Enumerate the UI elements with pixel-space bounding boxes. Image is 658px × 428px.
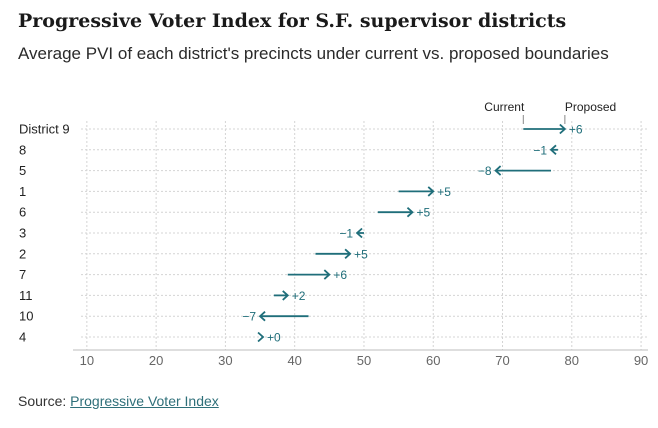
change-label: +5 xyxy=(354,247,368,261)
arrow-head xyxy=(282,290,290,301)
arrow-head xyxy=(406,207,414,218)
arrow-head xyxy=(355,227,363,239)
row-label: 2 xyxy=(19,246,26,261)
legend-proposed-label: Proposed xyxy=(565,100,616,114)
legend-current-label: Current xyxy=(484,100,525,114)
arrow-head xyxy=(323,269,331,280)
source-link[interactable]: Progressive Voter Index xyxy=(70,393,219,409)
x-tick-label: 10 xyxy=(80,353,94,368)
arrow-chart: 10 20 30 40 50 60 70 80 90 Current Proposed Distric… xyxy=(19,100,648,368)
row-label: 10 xyxy=(19,309,33,324)
chart-subtitle: Average PVI of each district's precincts… xyxy=(18,44,609,63)
row-label: 8 xyxy=(19,142,26,157)
chart-title: Progressive Voter Index for S.F. supervi… xyxy=(18,10,567,32)
row-label: 3 xyxy=(19,226,26,241)
change-label: −8 xyxy=(478,164,492,178)
x-tick-label: 90 xyxy=(634,353,648,368)
row-label: 1 xyxy=(19,184,26,199)
change-label: +0 xyxy=(267,331,281,345)
source-note: Source: Progressive Voter Index xyxy=(18,393,219,409)
x-tick-label: 40 xyxy=(287,353,301,368)
change-label: +5 xyxy=(437,185,451,199)
change-label: −1 xyxy=(533,143,547,157)
arrow-head xyxy=(494,165,502,176)
arrow-head xyxy=(549,144,557,155)
row-label: 11 xyxy=(19,288,33,303)
arrow-head xyxy=(427,186,435,197)
row-label: 7 xyxy=(19,267,26,282)
row-label: 4 xyxy=(19,330,26,345)
arrow-head xyxy=(257,331,265,343)
arrow-head xyxy=(344,248,352,259)
arrow-head xyxy=(559,123,567,135)
x-tick-label: 30 xyxy=(218,353,232,368)
x-tick-label: 80 xyxy=(565,353,579,368)
change-label: +5 xyxy=(416,206,430,220)
row-label: District 9 xyxy=(19,122,70,137)
change-label: −1 xyxy=(339,227,353,241)
x-tick-label: 50 xyxy=(357,353,371,368)
x-tick-label: 70 xyxy=(495,353,509,368)
source-prefix: Source: xyxy=(18,393,71,409)
change-label: +2 xyxy=(292,289,306,303)
x-tick-label: 20 xyxy=(149,353,163,368)
row-label: 6 xyxy=(19,205,26,220)
row-label: 5 xyxy=(19,163,26,178)
arrow-head xyxy=(258,311,266,322)
x-tick-label: 60 xyxy=(426,353,440,368)
change-label: +6 xyxy=(333,268,347,282)
change-label: −7 xyxy=(242,310,256,324)
change-label: +6 xyxy=(569,123,583,137)
